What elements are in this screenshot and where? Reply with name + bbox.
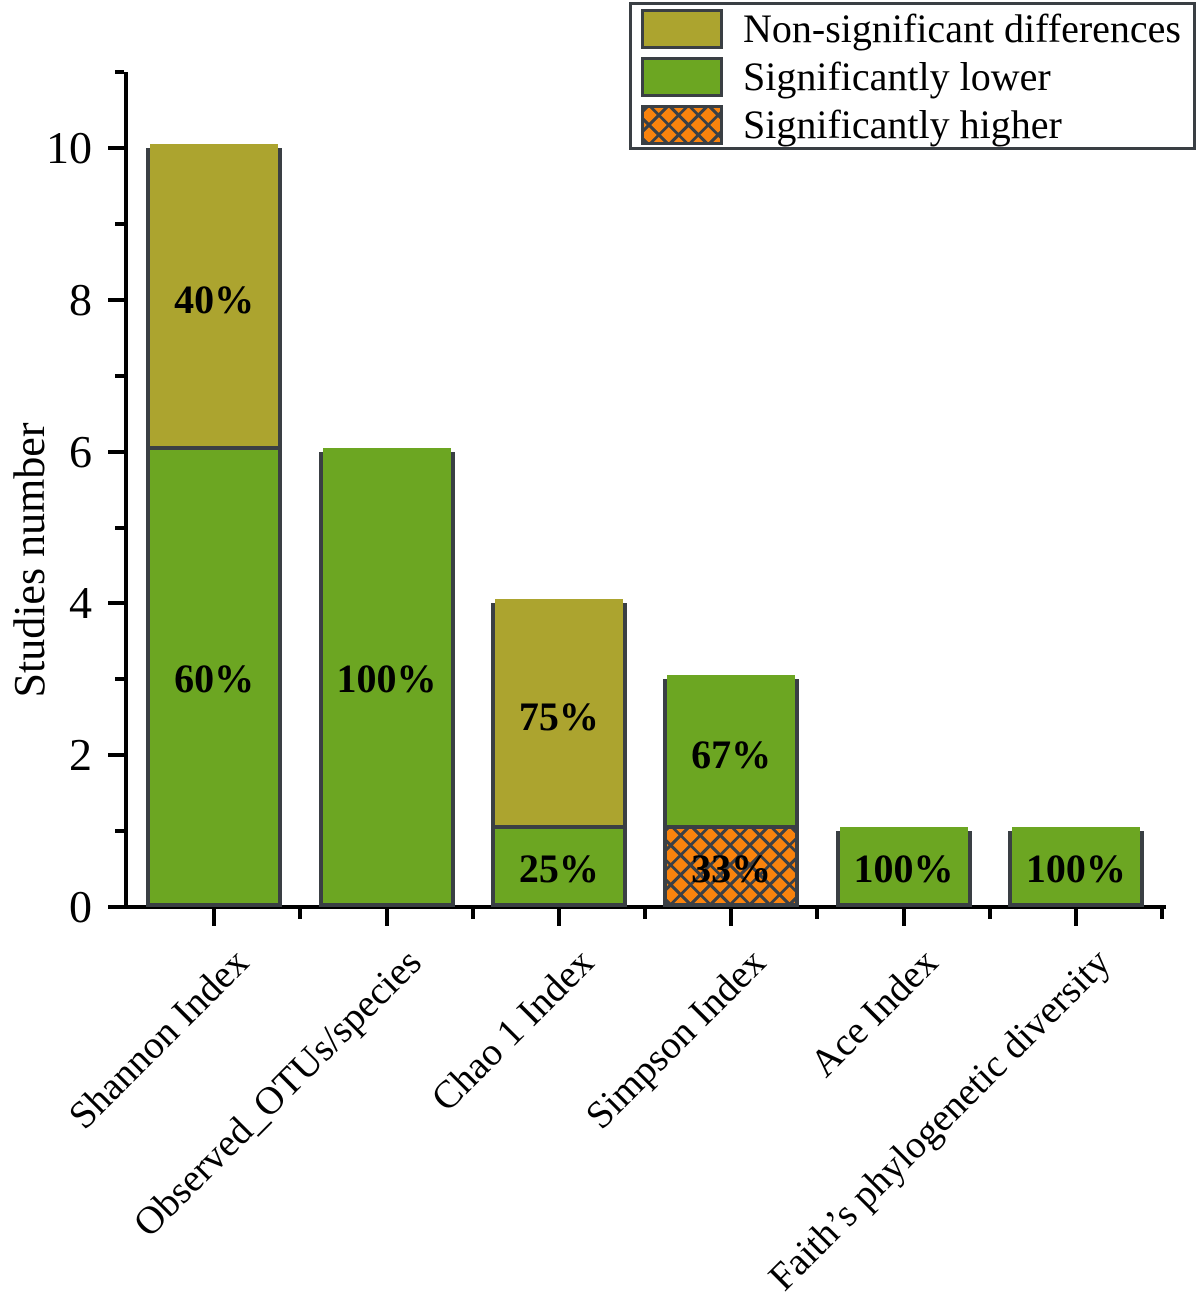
bar-segment-nonsig xyxy=(150,144,279,448)
legend-label: Non-significant differences xyxy=(743,6,1181,51)
y-tick-label: 10 xyxy=(46,122,92,173)
x-category-label: Shannon Index xyxy=(60,940,258,1138)
y-major-tick xyxy=(108,449,124,454)
x-major-tick xyxy=(1073,909,1078,926)
x-category-label: Ace Index xyxy=(801,940,947,1086)
x-minor-tick xyxy=(298,909,303,919)
segment-divider xyxy=(494,825,623,829)
x-major-tick xyxy=(212,909,217,926)
y-major-tick xyxy=(108,753,124,758)
y-tick-label: 6 xyxy=(69,425,92,477)
x-category-label: Observed_OTUs/species xyxy=(124,940,430,1246)
legend-swatch-higher xyxy=(641,105,723,145)
x-minor-tick xyxy=(643,909,647,919)
x-major-tick xyxy=(384,909,389,926)
bar-segment-lower xyxy=(150,448,279,903)
x-minor-tick xyxy=(1160,909,1164,919)
bar-chao-1-index xyxy=(490,599,627,907)
y-tick-label: 8 xyxy=(69,273,92,325)
x-minor-tick xyxy=(987,909,992,919)
y-tick-label: 4 xyxy=(69,577,92,629)
legend-swatch-nonsig xyxy=(641,9,723,49)
bar-ace-index xyxy=(835,827,972,907)
segment-percent-label: 100% xyxy=(1025,846,1126,892)
legend-item-nonsig: Non-significant differences xyxy=(632,5,1193,53)
x-minor-tick xyxy=(815,909,820,919)
bar-segment-lower xyxy=(667,675,796,827)
y-minor-tick xyxy=(115,70,124,75)
x-major-tick xyxy=(729,909,734,926)
bar-segment-lower xyxy=(322,448,451,903)
bar-faith-s-phylogenetic-diversity xyxy=(1007,827,1144,907)
y-major-tick xyxy=(108,297,124,302)
x-minor-tick xyxy=(470,909,475,919)
segment-percent-label: 75% xyxy=(518,694,599,740)
bar-shannon-index xyxy=(146,144,283,907)
legend-item-higher: Significantly higher xyxy=(632,101,1193,149)
x-axis-line xyxy=(110,905,1166,909)
y-tick-label: 0 xyxy=(69,881,92,932)
segment-percent-label: 60% xyxy=(174,656,255,702)
y-major-tick xyxy=(108,146,124,150)
legend-label: Significantly higher xyxy=(743,102,1062,147)
bar-simpson-index xyxy=(663,675,800,907)
y-minor-tick xyxy=(115,525,124,530)
segment-percent-label: 100% xyxy=(853,846,954,892)
y-tick-label: 2 xyxy=(69,729,92,781)
x-major-tick xyxy=(556,909,561,926)
y-minor-tick xyxy=(115,829,124,834)
bar-segment-lower xyxy=(494,827,623,903)
y-major-tick xyxy=(108,905,124,909)
legend: Non-significant differences Significantly… xyxy=(629,2,1196,150)
legend-item-lower: Significantly lower xyxy=(632,53,1193,101)
x-category-label: Simpson Index xyxy=(577,940,775,1138)
x-category-label: Chao 1 Index xyxy=(422,940,602,1120)
y-minor-tick xyxy=(115,221,124,226)
bar-observed-otus-species xyxy=(318,448,455,907)
y-major-tick xyxy=(108,601,124,606)
y-minor-tick xyxy=(115,677,124,682)
y-axis-line xyxy=(124,72,128,909)
segment-percent-label: 67% xyxy=(691,732,772,778)
segment-divider xyxy=(150,446,279,450)
bar-segment-higher xyxy=(667,827,796,903)
x-major-tick xyxy=(901,909,906,926)
segment-divider xyxy=(667,825,796,829)
segment-percent-label: 100% xyxy=(336,656,437,702)
bar-segment-lower xyxy=(839,827,968,903)
bar-segment-nonsig xyxy=(494,599,623,827)
legend-swatch-lower xyxy=(641,57,723,97)
bar-segment-lower xyxy=(1011,827,1140,903)
x-category-label: Faith’s phylogenetic diversity xyxy=(760,940,1119,1299)
segment-percent-label: 25% xyxy=(518,846,599,892)
segment-percent-label: 33% xyxy=(691,846,772,892)
y-minor-tick xyxy=(115,373,124,378)
legend-label: Significantly lower xyxy=(743,54,1051,99)
segment-percent-label: 40% xyxy=(174,276,255,322)
